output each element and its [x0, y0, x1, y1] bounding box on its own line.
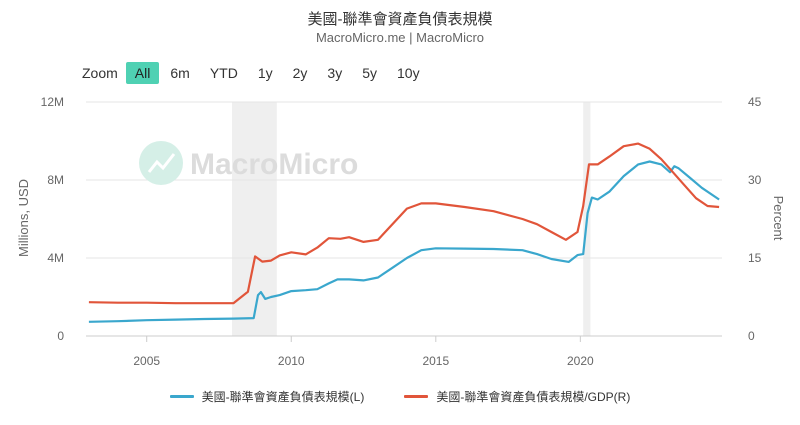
zoom-button-10y[interactable]: 10y	[397, 65, 420, 81]
watermark-chart-glyph	[147, 153, 176, 173]
legend-swatch-red	[404, 395, 429, 398]
legend-label-right-series: 美國-聯準會資產負債表規模/GDP(R)	[436, 390, 631, 404]
legend-swatch-blue	[169, 395, 194, 398]
zoom-button-ytd[interactable]: YTD	[209, 65, 238, 81]
watermark-logo-icon	[139, 141, 183, 185]
gridlines	[86, 101, 722, 259]
shaded-period-0	[231, 102, 277, 336]
right-axis-ticks: 0 15 30 45	[748, 95, 762, 343]
left-tick-label: 4M	[47, 251, 64, 265]
recession-shading	[231, 102, 591, 336]
series-line-balance-sheet	[88, 160, 720, 323]
legend-item-right-series[interactable]: 美國-聯準會資產負債表規模/GDP(R)	[404, 388, 630, 405]
zoom-button-1y[interactable]: 1y	[257, 65, 273, 81]
x-tick-label: 2015	[422, 354, 449, 368]
chart-title: 美國-聯準會資產負債表規模	[307, 11, 493, 28]
watermark-text: MacroMicro	[190, 148, 358, 181]
zoom-button-2y[interactable]: 2y	[292, 65, 308, 81]
right-tick-label: 0	[748, 329, 755, 343]
right-tick-label: 45	[748, 95, 762, 109]
left-axis-title: Millions, USD	[16, 179, 31, 257]
left-tick-label: 8M	[47, 173, 64, 187]
zoom-bar: Zoom All 6m YTD 1y 2y 3y 5y 10y	[82, 62, 431, 84]
series-lines	[88, 142, 720, 323]
x-tick-label: 2020	[567, 354, 594, 368]
zoom-button-all[interactable]: All	[125, 62, 160, 84]
x-axis-ticks: 2005 2010 2015 2020	[133, 336, 594, 368]
legend-label-left-series: 美國-聯準會資產負債表規模(L)	[201, 390, 365, 404]
left-tick-label: 0	[57, 329, 64, 343]
left-axis-ticks: 0 4M 8M 12M	[41, 95, 65, 343]
right-tick-label: 15	[748, 251, 762, 265]
x-tick-label: 2010	[278, 354, 305, 368]
legend-item-left-series[interactable]: 美國-聯準會資產負債表規模(L)	[169, 388, 365, 405]
zoom-button-5y[interactable]: 5y	[362, 65, 377, 81]
chart-subtitle: MacroMicro.me | MacroMicro	[315, 30, 485, 45]
x-tick-label: 2005	[133, 354, 160, 368]
legend: 美國-聯準會資產負債表規模(L) 美國-聯準會資產負債表規模/GDP(R)	[0, 388, 800, 405]
zoom-label: Zoom	[82, 65, 118, 81]
right-tick-label: 30	[748, 173, 762, 187]
zoom-button-3y[interactable]: 3y	[327, 65, 343, 81]
series-line-balance-sheet-gdp	[88, 142, 720, 305]
watermark: MacroMicro	[139, 141, 358, 185]
left-tick-label: 12M	[41, 95, 64, 109]
zoom-button-6m[interactable]: 6m	[170, 65, 190, 81]
right-axis-title: Percent	[771, 196, 786, 241]
